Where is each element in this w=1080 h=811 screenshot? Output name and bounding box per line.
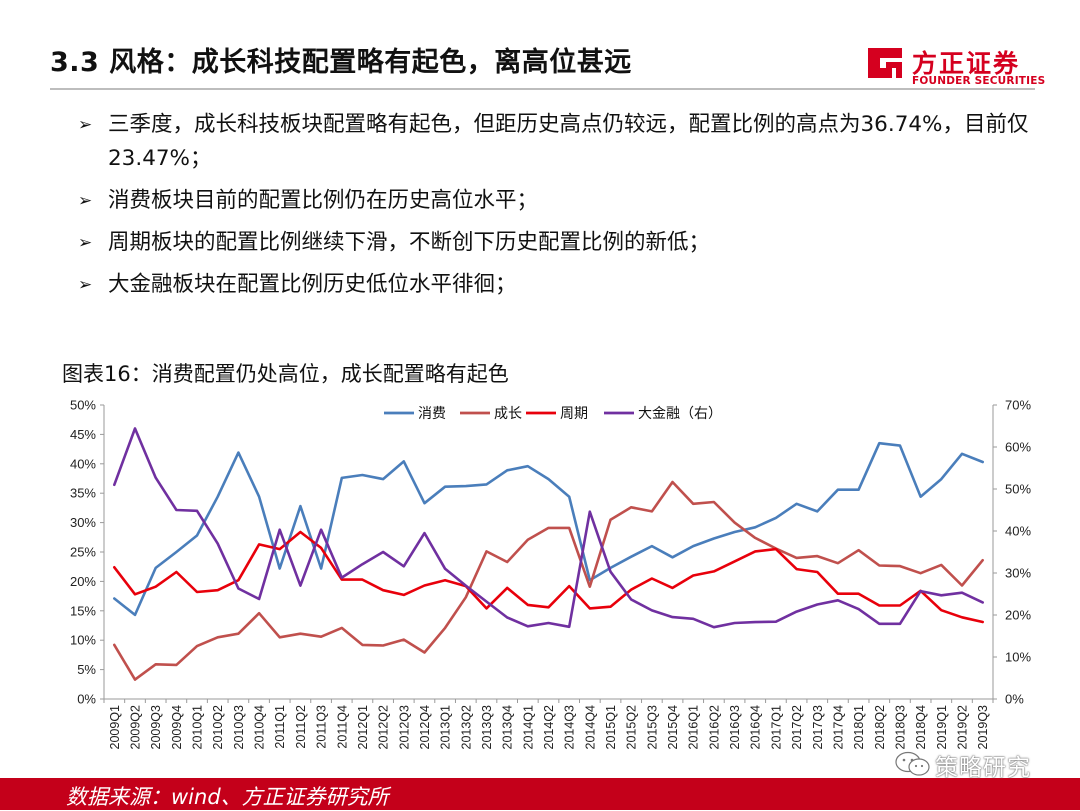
y-right-tick-label: 0% <box>1005 692 1024 707</box>
x-tick-label: 2014Q1 <box>521 705 535 750</box>
y-right-tick-label: 70% <box>1005 398 1031 413</box>
x-tick-label: 2010Q4 <box>253 705 267 750</box>
x-tick-label: 2012Q3 <box>397 705 411 750</box>
x-tick-label: 2014Q4 <box>583 705 597 750</box>
y-left-tick-label: 15% <box>70 603 96 618</box>
x-tick-label: 2017Q4 <box>831 705 845 750</box>
y-left-tick-label: 10% <box>70 633 96 648</box>
x-tick-label: 2017Q2 <box>790 705 804 750</box>
x-tick-label: 2016Q1 <box>687 705 701 750</box>
x-tick-label: 2009Q4 <box>170 705 184 750</box>
x-tick-label: 2011Q2 <box>294 705 308 749</box>
arrow-bullet-icon: ➢ <box>78 115 93 135</box>
x-tick-label: 2009Q2 <box>129 705 143 750</box>
bullet-text: 消费板块目前的配置比例仍在历史高位水平； <box>108 188 539 213</box>
legend-label: 周期 <box>560 405 588 421</box>
x-tick-label: 2017Q3 <box>811 705 825 750</box>
x-tick-label: 2009Q3 <box>149 705 163 750</box>
arrow-bullet-icon: ➢ <box>78 191 93 211</box>
x-tick-label: 2016Q3 <box>728 705 742 750</box>
x-tick-label: 2013Q3 <box>480 705 494 750</box>
y-left-tick-label: 25% <box>70 545 96 560</box>
bullet-item: ➢ 消费板块目前的配置比例仍在历史高位水平； <box>78 184 1038 218</box>
y-left-tick-label: 50% <box>70 398 96 413</box>
bullet-item: ➢ 周期板块的配置比例继续下滑，不断创下历史配置比例的新低； <box>78 226 1038 260</box>
x-tick-label: 2018Q2 <box>873 705 887 750</box>
series-line <box>113 530 985 624</box>
series-line <box>113 480 985 681</box>
x-tick-label: 2013Q2 <box>459 705 473 750</box>
y-right-tick-label: 30% <box>1005 566 1031 581</box>
x-tick-label: 2018Q1 <box>852 705 866 750</box>
founder-logo-icon <box>868 48 902 78</box>
x-tick-label: 2014Q2 <box>542 705 556 750</box>
x-tick-label: 2012Q1 <box>356 705 370 750</box>
bullet-item: ➢ 三季度，成长科技板块配置略有起色，但距历史高点仍较远，配置比例的高点为36.… <box>78 108 1038 176</box>
x-tick-label: 2013Q1 <box>439 705 453 750</box>
data-source: 数据来源：wind、方正证券研究所 <box>66 785 389 809</box>
logo-english-name: FOUNDER SECURITIES <box>912 75 1046 87</box>
x-tick-label: 2010Q1 <box>191 705 205 750</box>
legend-label: 成长 <box>494 405 522 421</box>
bullet-list: ➢ 三季度，成长科技板块配置略有起色，但距历史高点仍较远，配置比例的高点为36.… <box>78 108 1038 310</box>
bullet-item: ➢ 大金融板块在配置比例历史低位水平徘徊； <box>78 268 1038 302</box>
x-tick-label: 2010Q2 <box>211 705 225 750</box>
series-line <box>113 441 985 617</box>
y-left-tick-label: 30% <box>70 515 96 530</box>
x-tick-label: 2011Q3 <box>315 705 329 749</box>
allocation-line-chart: 0% 5% 10% 15% 20% 25% 30% 35% 40% 45% 50% 0% 10% 20% 3… <box>70 398 1031 750</box>
x-tick-label: 2018Q4 <box>914 705 928 750</box>
x-tick-label: 2018Q3 <box>893 705 907 750</box>
y-right-tick-label: 10% <box>1005 650 1031 665</box>
x-tick-label: 2014Q3 <box>563 705 577 750</box>
x-tick-label: 2015Q4 <box>666 705 680 750</box>
x-tick-label: 2019Q3 <box>976 705 990 750</box>
figure-title: 图表16：消费配置仍处高位，成长配置略有起色 <box>62 362 509 386</box>
x-tick-label: 2011Q1 <box>273 705 287 749</box>
legend-label: 大金融（右） <box>638 405 722 421</box>
title-bar: 3.3 风格：成长科技配置略有起色，离高位甚远 方正证券 FOUNDER SEC… <box>0 0 1080 92</box>
y-right-tick-label: 60% <box>1005 440 1031 455</box>
x-tick-label: 2016Q2 <box>707 705 721 750</box>
x-tick-label: 2015Q2 <box>625 705 639 750</box>
y-right-tick-label: 50% <box>1005 482 1031 497</box>
arrow-bullet-icon: ➢ <box>78 233 93 253</box>
logo-chinese-name: 方正证券 <box>912 49 1021 78</box>
x-tick-label: 2012Q4 <box>418 705 432 750</box>
y-left-tick-label: 40% <box>70 456 96 471</box>
x-tick-label: 2011Q4 <box>335 705 349 749</box>
bullet-text: 周期板块的配置比例继续下滑，不断创下历史配置比例的新低； <box>108 230 711 255</box>
x-tick-label: 2019Q1 <box>935 705 949 750</box>
arrow-bullet-icon: ➢ <box>78 275 93 295</box>
x-tick-label: 2009Q1 <box>108 705 122 750</box>
wechat-icon <box>895 751 930 776</box>
slide-title: 3.3 风格：成长科技配置略有起色，离高位甚远 <box>50 47 632 78</box>
x-tick-label: 2012Q2 <box>377 705 391 750</box>
legend-label: 消费 <box>418 405 446 421</box>
watermark-text: 策略研究 <box>935 755 1031 781</box>
x-tick-label: 2015Q1 <box>604 705 618 750</box>
y-left-tick-label: 35% <box>70 486 96 501</box>
y-left-tick-label: 20% <box>70 574 96 589</box>
y-left-tick-label: 45% <box>70 427 96 442</box>
y-right-tick-label: 20% <box>1005 608 1031 623</box>
founder-logo: 方正证券 FOUNDER SECURITIES <box>864 42 1054 92</box>
x-tick-label: 2010Q3 <box>232 705 246 750</box>
bullet-text: 三季度，成长科技板块配置略有起色，但距历史高点仍较远，配置比例的高点为36.74… <box>108 112 1029 171</box>
bullet-text: 大金融板块在配置比例历史低位水平徘徊； <box>108 272 517 297</box>
x-tick-label: 2017Q1 <box>769 705 783 750</box>
x-tick-label: 2013Q4 <box>501 705 515 750</box>
title-divider <box>50 88 1035 90</box>
series-line <box>113 427 985 629</box>
y-right-tick-label: 40% <box>1005 524 1031 539</box>
wechat-watermark: 策略研究 <box>893 746 1053 781</box>
footer-bar: 数据来源：wind、方正证券研究所 <box>0 778 1080 810</box>
y-left-tick-label: 5% <box>77 662 96 677</box>
x-tick-label: 2015Q3 <box>645 705 659 750</box>
x-tick-label: 2016Q4 <box>749 705 763 750</box>
y-left-tick-label: 0% <box>77 692 96 707</box>
x-tick-label: 2019Q2 <box>955 705 969 750</box>
